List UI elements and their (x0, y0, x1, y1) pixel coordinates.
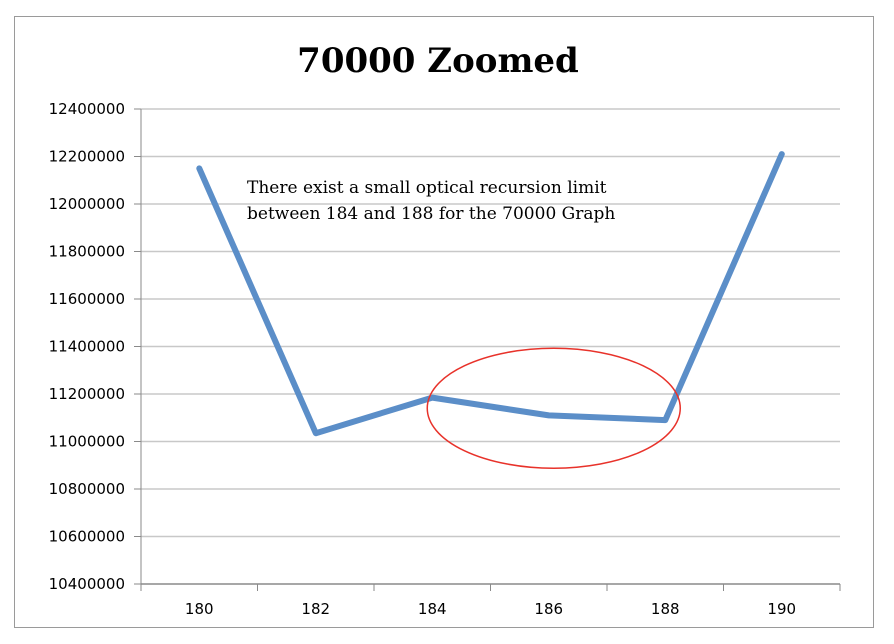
grid-lines (141, 108, 840, 538)
chart-frame (14, 16, 874, 628)
x-tick-label: 180 (185, 600, 214, 618)
y-tick-label: 12200000 (49, 148, 125, 166)
y-tick-label: 11800000 (49, 243, 125, 261)
y-tick-label: 10800000 (49, 480, 125, 498)
y-tick-label: 11400000 (49, 338, 125, 356)
x-tick-label: 186 (534, 600, 563, 618)
axes (134, 108, 841, 591)
x-tick-label: 188 (651, 600, 680, 618)
series-lines (196, 151, 785, 437)
series-line-0 (196, 151, 785, 437)
y-tick-label: 10600000 (49, 528, 125, 546)
highlight-region (426, 347, 681, 469)
y-tick-label: 11600000 (49, 290, 125, 308)
y-tick-labels: 10400000 10600000 10800000 11000000 11200000… (49, 100, 125, 593)
annotation-line-2: between 184 and 188 for the 70000 Graph (247, 204, 615, 224)
y-tick-label: 11200000 (49, 385, 125, 403)
y-tick-label: 11000000 (49, 433, 125, 451)
annotation-line-1: There exist a small optical recursion li… (247, 178, 607, 198)
x-tick-label: 182 (301, 600, 330, 618)
annotations: There exist a small optical recursion li… (247, 178, 615, 224)
x-tick-label: 190 (767, 600, 796, 618)
y-tick-label: 10400000 (49, 575, 125, 593)
chart-title: 70000 Zoomed (297, 41, 579, 81)
x-tick-label: 184 (418, 600, 447, 618)
x-tick-labels: 180 182 184 186 188 190 (185, 600, 796, 618)
y-tick-label: 12400000 (49, 100, 125, 118)
highlight-ellipse (426, 347, 681, 469)
y-tick-label: 12000000 (49, 195, 125, 213)
